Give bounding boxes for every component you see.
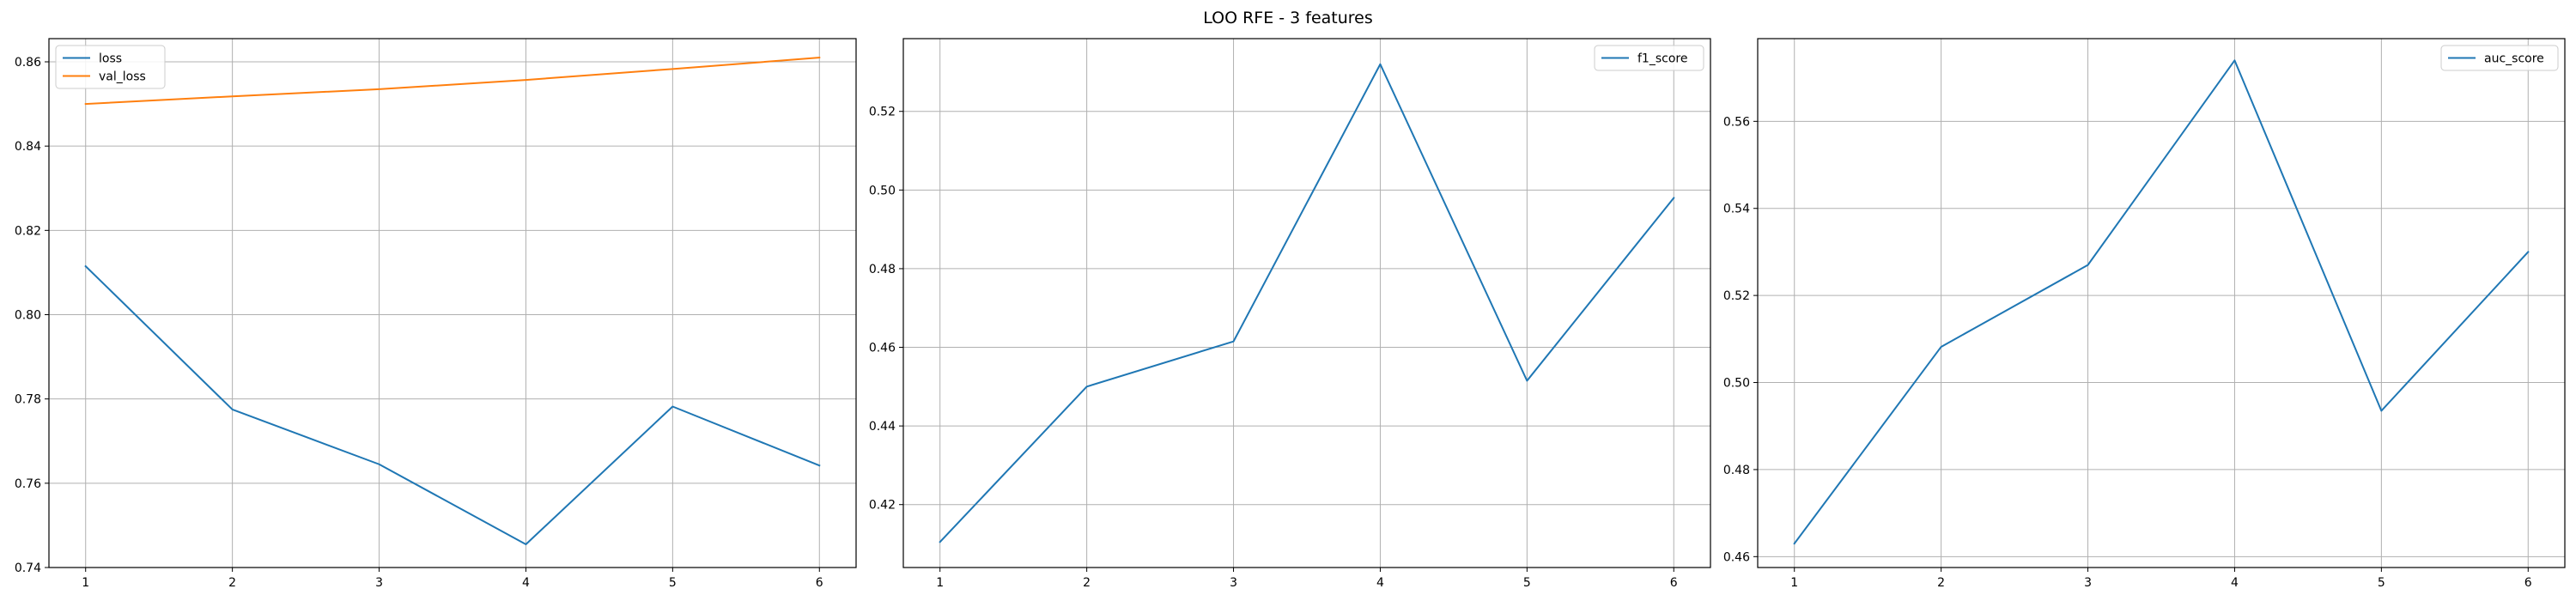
y-tick-label: 0.56 bbox=[1723, 115, 1750, 129]
subplot-2: 1 2 3 4 5 6 0.42 0.44 0.46 0.48 0.50 0.52 f1_score bbox=[869, 38, 1711, 590]
x-tick-label: 5 bbox=[669, 576, 677, 590]
gridlines bbox=[49, 39, 856, 568]
gridlines bbox=[1758, 39, 2565, 568]
x-tick-label: 3 bbox=[2084, 576, 2092, 590]
legend-label-auc_score: auc_score bbox=[2484, 52, 2544, 66]
x-tick-label: 2 bbox=[1083, 576, 1091, 590]
y-tick-label: 0.50 bbox=[1723, 377, 1750, 391]
y-tick-label: 0.74 bbox=[15, 562, 41, 575]
series-line-val_loss bbox=[84, 57, 821, 106]
legend-box bbox=[55, 45, 166, 89]
x-tick-label: 4 bbox=[1376, 576, 1384, 590]
x-tick-label: 1 bbox=[1790, 576, 1798, 590]
legend-label-val_loss: val_loss bbox=[99, 70, 146, 84]
y-tick-label: 0.86 bbox=[15, 56, 41, 70]
y-tick-label: 0.78 bbox=[15, 393, 41, 407]
y-tick-label: 0.80 bbox=[15, 308, 41, 322]
x-tick-label: 2 bbox=[1937, 576, 1945, 590]
x-tick-label: 1 bbox=[82, 576, 89, 590]
y-tick-label: 0.46 bbox=[1723, 550, 1750, 564]
y-tick-label: 0.52 bbox=[1723, 289, 1750, 303]
x-tick-label: 6 bbox=[816, 576, 823, 590]
series-line-auc_score bbox=[1793, 59, 2530, 545]
figure-title: LOO RFE - 3 features bbox=[1203, 9, 1373, 27]
y-tick-label: 0.82 bbox=[15, 224, 41, 238]
y-tick-label: 0.54 bbox=[1723, 203, 1750, 216]
legend-label-f1_score: f1_score bbox=[1637, 52, 1687, 66]
y-tick-label: 0.52 bbox=[869, 106, 896, 119]
x-tick-label: 5 bbox=[1523, 576, 1531, 590]
x-tick-label: 1 bbox=[936, 576, 944, 590]
subplots: 1 2 3 4 5 6 0.74 0.76 0.78 0.80 0.82 0.84 0.86 loss va… bbox=[15, 38, 2566, 590]
legend: auc_score bbox=[2440, 45, 2559, 71]
x-tick-label: 6 bbox=[2524, 576, 2532, 590]
y-tick-label: 0.44 bbox=[869, 420, 896, 434]
subplot-3: 1 2 3 4 5 6 0.46 0.48 0.50 0.52 0.54 0.56 auc_score bbox=[1723, 38, 2566, 590]
x-tick-label: 3 bbox=[1230, 576, 1237, 590]
x-tick-label: 6 bbox=[1670, 576, 1678, 590]
x-tick-label: 4 bbox=[522, 576, 530, 590]
axes-frame bbox=[48, 38, 857, 568]
y-tick-label: 0.46 bbox=[869, 342, 896, 355]
axes-frame bbox=[902, 38, 1711, 568]
series-line-loss bbox=[84, 264, 821, 545]
axes-frame bbox=[1757, 38, 2566, 568]
x-tick-label: 5 bbox=[2378, 576, 2385, 590]
subplot-1: 1 2 3 4 5 6 0.74 0.76 0.78 0.80 0.82 0.84 0.86 loss va… bbox=[15, 38, 857, 590]
x-tick-label: 2 bbox=[228, 576, 236, 590]
y-tick-label: 0.48 bbox=[869, 263, 896, 276]
legend-label-loss: loss bbox=[99, 52, 122, 66]
gridlines bbox=[903, 39, 1710, 568]
series-line-f1_score bbox=[939, 63, 1675, 543]
y-tick-label: 0.42 bbox=[869, 499, 896, 513]
legend: loss val_loss bbox=[55, 45, 166, 89]
x-tick-label: 4 bbox=[2231, 576, 2239, 590]
legend-box bbox=[1594, 45, 1704, 71]
y-tick-label: 0.84 bbox=[15, 140, 41, 154]
y-tick-label: 0.48 bbox=[1723, 464, 1750, 477]
legend: f1_score bbox=[1594, 45, 1704, 71]
y-tick-label: 0.50 bbox=[869, 184, 896, 197]
legend-box bbox=[2440, 45, 2559, 71]
x-tick-label: 3 bbox=[375, 576, 383, 590]
y-tick-label: 0.76 bbox=[15, 477, 41, 491]
